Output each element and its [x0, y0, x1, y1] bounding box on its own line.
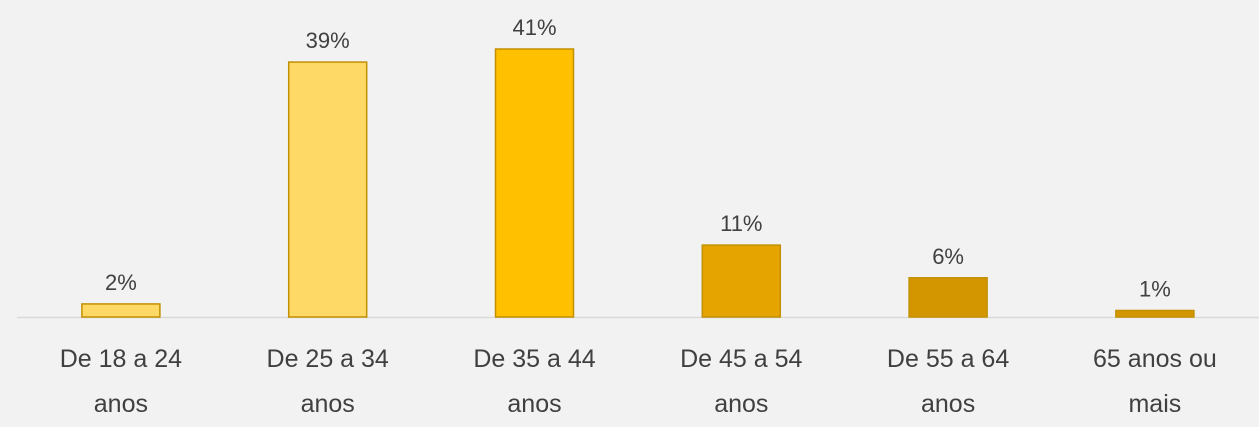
x-tick-label: De 55 a 64 anos [886, 345, 1010, 418]
value-label: 2% [105, 270, 137, 295]
bar [287, 61, 368, 318]
value-label: 39% [306, 28, 350, 53]
value-label: 11% [720, 211, 762, 236]
x-tick-label: De 35 a 44 anos [473, 345, 596, 418]
x-tick-label: De 45 a 54 anos [680, 345, 803, 418]
bar [701, 244, 782, 318]
value-label: 6% [932, 244, 964, 269]
x-tick-label: De 18 a 24 anos [59, 345, 183, 418]
value-label: 1% [1139, 276, 1171, 301]
bar [81, 303, 161, 318]
bar [494, 48, 575, 318]
bar [908, 277, 988, 318]
value-label: 41% [512, 15, 556, 40]
x-tick-label: De 25 a 34 anos [266, 345, 389, 418]
x-tick-label: 65 anos ou mais [1093, 345, 1217, 418]
bar [1115, 309, 1195, 318]
